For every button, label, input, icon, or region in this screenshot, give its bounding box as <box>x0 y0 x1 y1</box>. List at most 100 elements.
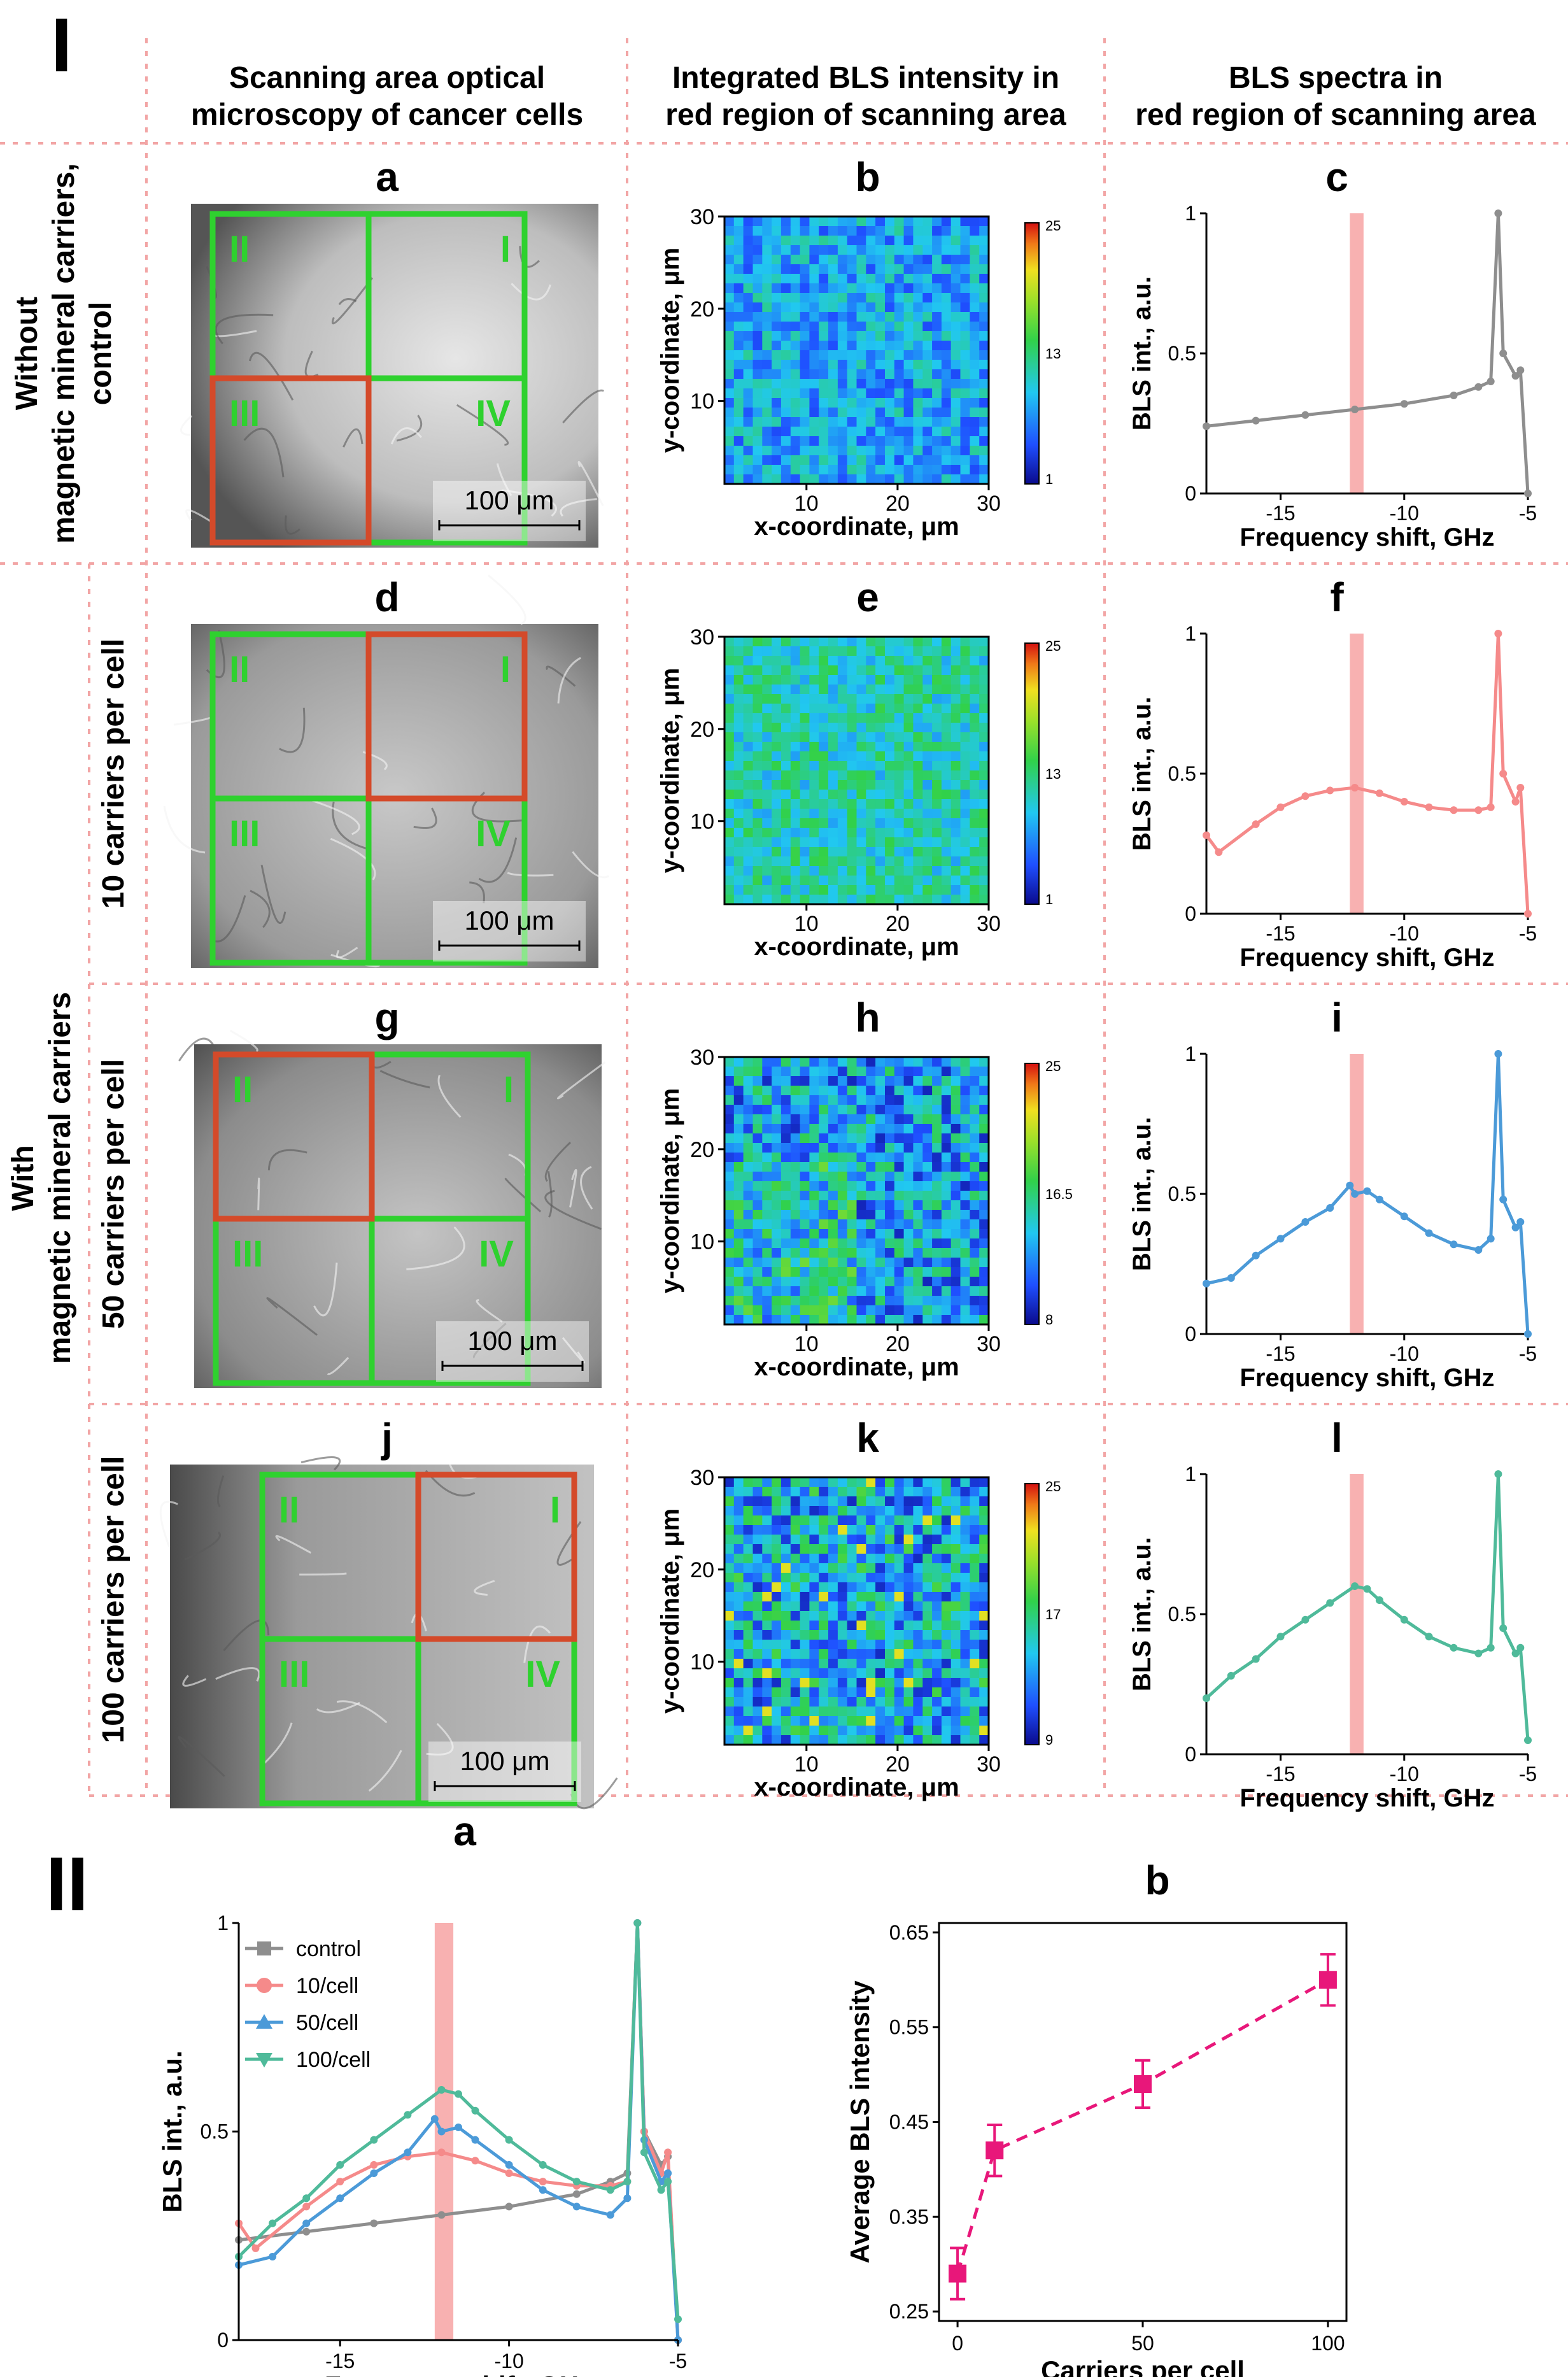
heatmap-cell <box>724 1095 735 1105</box>
heatmap-cell <box>970 1678 980 1688</box>
heatmap-cell <box>809 856 819 867</box>
heatmap-cell <box>743 1592 753 1602</box>
heatmap-cell <box>819 1181 829 1191</box>
heatmap-cell <box>733 283 744 294</box>
heatmap-cell <box>979 828 989 838</box>
heatmap-cell <box>922 417 933 427</box>
heatmap-cell <box>743 742 753 752</box>
heatmap-cell <box>970 474 980 485</box>
heatmap-cell <box>885 1057 895 1067</box>
heatmap-cell <box>847 1601 858 1612</box>
heatmap-cell <box>970 1315 980 1325</box>
heatmap-cell <box>913 732 923 742</box>
heatmap-cell <box>932 1296 942 1306</box>
heatmap-cell <box>932 1248 942 1258</box>
heatmap-cell <box>960 732 970 742</box>
heatmap-cell <box>960 274 970 284</box>
heatmap-cell <box>856 1554 866 1564</box>
heatmap-cell <box>960 1181 970 1191</box>
heatmap-cell <box>800 1267 810 1277</box>
heatmap-cell <box>941 1563 952 1573</box>
heatmap-cell <box>772 732 782 742</box>
heatmap-cell <box>733 1687 744 1698</box>
heatmap-cell <box>903 1640 914 1650</box>
heatmap-cell <box>809 704 819 714</box>
heatmap-cell <box>970 770 980 781</box>
heatmap-cell <box>960 1735 970 1745</box>
heatmap-cell <box>941 1726 952 1736</box>
heatmap-cell <box>743 1258 753 1268</box>
heatmap-cell <box>743 1105 753 1115</box>
heatmap-cell <box>724 312 735 322</box>
heatmap-cell <box>856 1716 866 1726</box>
heatmap-cell <box>762 1640 772 1650</box>
heatmap-cell <box>762 1172 772 1182</box>
heatmap-cell <box>752 1258 763 1268</box>
heatmap-cell <box>828 1258 838 1268</box>
heatmap-cell <box>762 216 772 227</box>
heatmap-cell <box>828 1726 838 1736</box>
heatmap-cell <box>970 1095 980 1105</box>
heatmap-cell <box>950 1477 961 1487</box>
overlay-point-100/cell <box>471 2106 479 2115</box>
quadrant-label-I: I <box>504 1069 514 1110</box>
heatmap-cell <box>772 1076 782 1086</box>
heatmap-cell <box>913 408 923 418</box>
heatmap-cell <box>960 1582 970 1593</box>
heatmap-cell <box>752 274 763 284</box>
heatmap-cell <box>903 885 914 895</box>
heatmap-cell <box>819 799 829 809</box>
heatmap-cell <box>856 1668 866 1678</box>
heatmap-cell <box>885 856 895 867</box>
heatmap-cell <box>932 446 942 456</box>
spectrum-point-50 <box>1301 1218 1310 1226</box>
heatmap-cell <box>950 360 961 370</box>
heatmap-cell <box>772 1706 782 1717</box>
heatmap-cell <box>733 350 744 360</box>
heatmap-cell <box>866 322 876 332</box>
heatmap-cell <box>772 1229 782 1239</box>
heatmap-cell <box>780 331 791 341</box>
heatmap-cell <box>960 1601 970 1612</box>
heatmap-cell <box>790 1697 801 1707</box>
heatmap-cell <box>913 1258 923 1268</box>
heatmap-cell <box>828 1191 838 1201</box>
heatmap-cell <box>894 1181 905 1191</box>
heatmap-cell <box>819 656 829 666</box>
heatmap-cell <box>800 465 810 475</box>
heatmap-cell <box>780 455 791 465</box>
heatmap-cell <box>819 1573 829 1583</box>
heatmap-cell <box>772 885 782 895</box>
spectrum-point-100 <box>1425 1633 1433 1641</box>
heatmap-cell <box>819 1267 829 1277</box>
heatmap-cell <box>790 379 801 389</box>
heatmap-cell <box>894 1544 905 1554</box>
heatmap-cell <box>941 1697 952 1707</box>
heatmap-cell <box>856 1563 866 1573</box>
heatmap-cell <box>772 1248 782 1258</box>
heatmap-cell <box>894 465 905 475</box>
heatmap-cell <box>724 637 735 647</box>
heatmap-cell <box>724 1668 735 1678</box>
heatmap-cell <box>752 770 763 781</box>
heatmap-cell <box>790 723 801 733</box>
heatmap-cell <box>875 1506 886 1516</box>
heatmap-cell <box>903 1286 914 1296</box>
heatmap-cell <box>772 1726 782 1736</box>
heatmap-cell <box>828 417 838 427</box>
heatmap-cell <box>772 1630 782 1640</box>
heatmap-cell <box>809 1133 819 1144</box>
heatmap-cell <box>790 1277 801 1287</box>
heatmap-cell <box>950 818 961 828</box>
heatmap-cell <box>960 675 970 685</box>
spectrum-point-control <box>1516 366 1525 374</box>
heatmap-cell <box>800 1067 810 1077</box>
heatmap-cell <box>780 1554 791 1564</box>
heatmap-cell <box>932 1086 942 1096</box>
heatmap-cell <box>856 1076 866 1086</box>
heatmap-cell <box>743 331 753 341</box>
heatmap-cell <box>780 837 791 848</box>
heatmap-cell <box>875 770 886 781</box>
heatmap-cell <box>970 1706 980 1717</box>
heatmap-cell <box>752 685 763 695</box>
